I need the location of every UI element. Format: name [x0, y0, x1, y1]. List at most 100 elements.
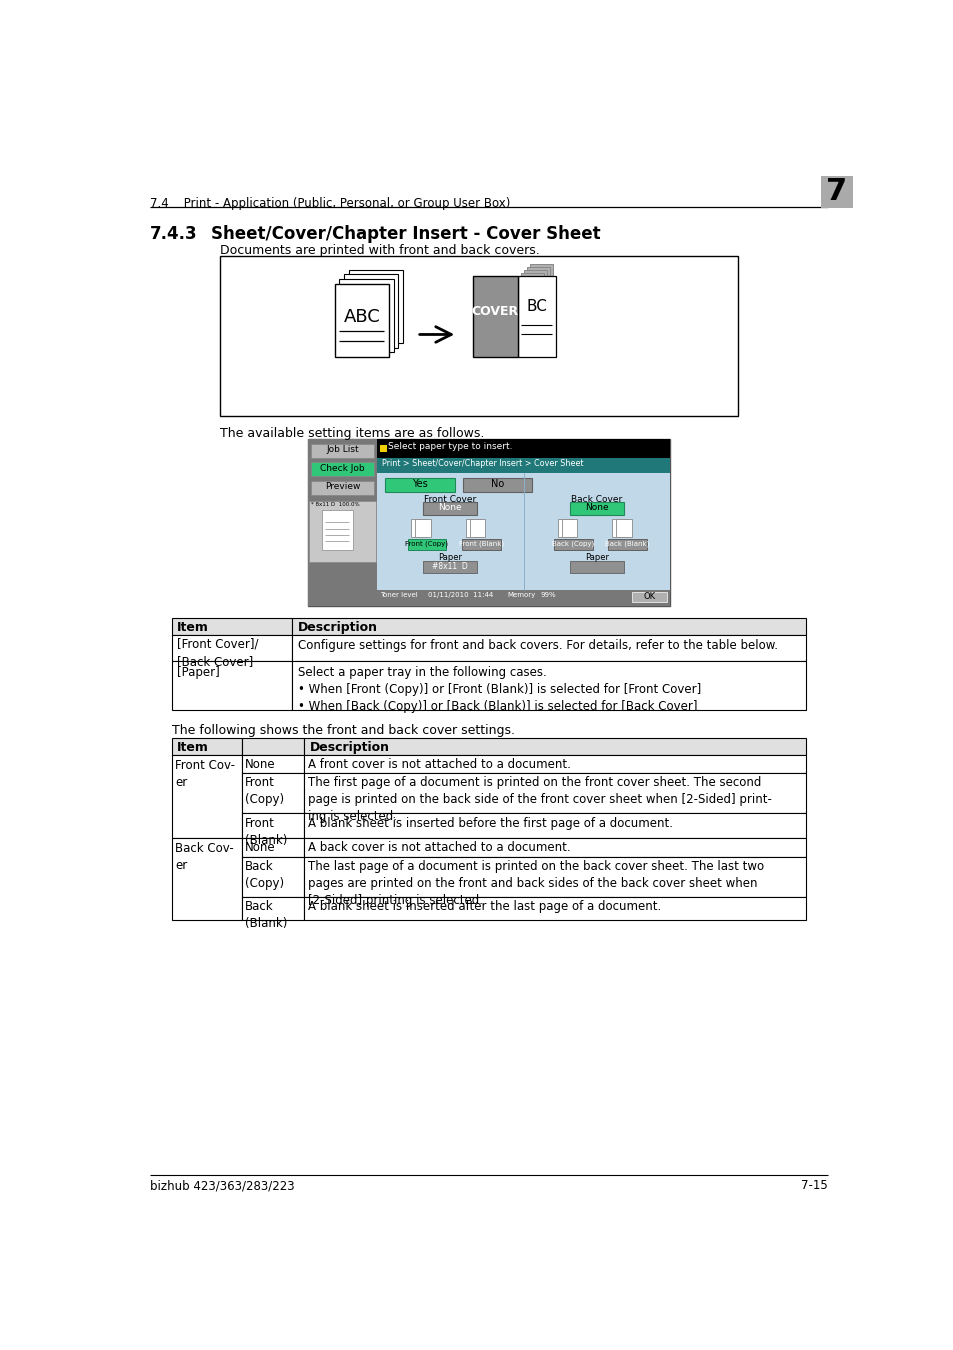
Text: Back (Copy): Back (Copy): [552, 540, 594, 547]
Bar: [422, 560, 476, 574]
Text: Documents are printed with front and back covers.: Documents are printed with front and bac…: [220, 244, 539, 258]
Text: None: None: [584, 504, 608, 512]
Bar: [608, 539, 646, 549]
Text: [Paper]: [Paper]: [176, 666, 219, 679]
Bar: [461, 539, 500, 549]
Bar: [407, 539, 446, 549]
Text: 7-15: 7-15: [800, 1179, 827, 1192]
Bar: [377, 439, 670, 458]
Text: ABC: ABC: [343, 308, 380, 327]
Bar: [530, 263, 553, 344]
Text: The last page of a document is printed on the back cover sheet. The last two
pag: The last page of a document is printed o…: [308, 860, 763, 907]
Bar: [377, 458, 670, 472]
Text: Front
(Blank): Front (Blank): [245, 817, 287, 846]
Bar: [303, 774, 805, 814]
Text: Back (Blank): Back (Blank): [605, 540, 649, 547]
Text: The following shows the front and back cover settings.: The following shows the front and back c…: [172, 724, 515, 737]
Text: Configure settings for front and back covers. For details, refer to the table be: Configure settings for front and back co…: [298, 640, 778, 652]
Bar: [241, 738, 303, 755]
Bar: [303, 738, 805, 755]
Bar: [631, 591, 666, 602]
Bar: [517, 275, 556, 356]
Bar: [292, 634, 805, 662]
Bar: [321, 510, 353, 549]
Text: 7.4.3: 7.4.3: [150, 225, 197, 243]
Text: [Front Cover]/
[Back Cover]: [Front Cover]/ [Back Cover]: [176, 637, 258, 668]
Text: #8x11  D: #8x11 D: [432, 563, 468, 571]
Bar: [415, 518, 431, 537]
Bar: [472, 275, 517, 356]
Text: None: None: [437, 504, 461, 512]
Bar: [241, 774, 303, 814]
Bar: [385, 478, 455, 491]
Text: Back
(Blank): Back (Blank): [245, 899, 287, 930]
Text: None: None: [245, 757, 275, 771]
Bar: [523, 270, 546, 351]
Bar: [303, 755, 805, 774]
Text: A back cover is not attached to a document.: A back cover is not attached to a docume…: [308, 841, 571, 855]
Text: 7.4    Print - Application (Public, Personal, or Group User Box): 7.4 Print - Application (Public, Persona…: [150, 197, 510, 211]
Bar: [377, 472, 670, 590]
Bar: [311, 462, 374, 477]
Bar: [820, 176, 852, 208]
Text: A front cover is not attached to a document.: A front cover is not attached to a docum…: [308, 757, 571, 771]
Text: A blank sheet is inserted after the last page of a document.: A blank sheet is inserted after the last…: [308, 899, 661, 913]
Bar: [465, 518, 480, 537]
Text: Front
(Copy): Front (Copy): [245, 776, 284, 806]
Bar: [377, 590, 670, 606]
Bar: [241, 896, 303, 919]
Text: bizhub 423/363/283/223: bizhub 423/363/283/223: [150, 1179, 294, 1192]
Text: Back Cov-
er: Back Cov- er: [174, 842, 233, 872]
Text: Front (Copy): Front (Copy): [405, 540, 448, 547]
Bar: [339, 279, 394, 352]
Text: Item: Item: [176, 621, 209, 634]
Bar: [616, 518, 631, 537]
Text: The available setting items are as follows.: The available setting items are as follo…: [220, 427, 484, 440]
Text: Item: Item: [176, 741, 209, 755]
Bar: [241, 814, 303, 838]
Bar: [612, 518, 627, 537]
Bar: [311, 481, 374, 494]
Bar: [241, 838, 303, 856]
Text: Preview: Preview: [324, 482, 360, 491]
Text: Front Cov-
er: Front Cov- er: [174, 759, 234, 788]
Bar: [303, 896, 805, 919]
Bar: [311, 444, 374, 458]
Text: No: No: [490, 479, 503, 489]
Bar: [462, 478, 532, 491]
Text: Select a paper tray in the following cases.
• When [Front (Copy)] or [Front (Bla: Select a paper tray in the following cas…: [298, 666, 700, 713]
Bar: [307, 439, 377, 606]
Text: OK: OK: [642, 591, 655, 601]
Bar: [422, 502, 476, 514]
Text: Description: Description: [298, 621, 378, 634]
Text: Print > Sheet/Cover/Chapter Insert > Cover Sheet: Print > Sheet/Cover/Chapter Insert > Cov…: [381, 459, 583, 468]
Text: Select paper type to insert.: Select paper type to insert.: [388, 443, 512, 451]
Bar: [292, 618, 805, 634]
Text: 01/11/2010  11:44: 01/11/2010 11:44: [427, 591, 493, 598]
Text: Front Cover: Front Cover: [423, 495, 476, 505]
Bar: [172, 755, 241, 838]
Bar: [172, 618, 292, 634]
Text: Paper: Paper: [584, 554, 608, 562]
Bar: [380, 446, 386, 451]
Text: Job List: Job List: [326, 446, 358, 455]
Text: None: None: [245, 841, 275, 855]
Text: Sheet/Cover/Chapter Insert - Cover Sheet: Sheet/Cover/Chapter Insert - Cover Sheet: [211, 225, 599, 243]
Text: * 8x11 D  100.0%: * 8x11 D 100.0%: [311, 502, 359, 508]
Bar: [335, 284, 389, 356]
Bar: [172, 838, 241, 919]
Text: Paper: Paper: [437, 554, 461, 562]
Bar: [172, 662, 292, 710]
Text: Yes: Yes: [412, 479, 427, 489]
Bar: [558, 518, 573, 537]
Text: Toner level: Toner level: [380, 591, 417, 598]
Text: The first page of a document is printed on the front cover sheet. The second
pag: The first page of a document is printed …: [308, 776, 771, 823]
Bar: [569, 560, 623, 574]
Text: Back
(Copy): Back (Copy): [245, 860, 284, 890]
Text: 7: 7: [825, 177, 846, 207]
Bar: [348, 270, 402, 343]
Bar: [520, 273, 543, 354]
Bar: [220, 256, 737, 416]
Text: 99%: 99%: [539, 591, 555, 598]
Bar: [292, 662, 805, 710]
